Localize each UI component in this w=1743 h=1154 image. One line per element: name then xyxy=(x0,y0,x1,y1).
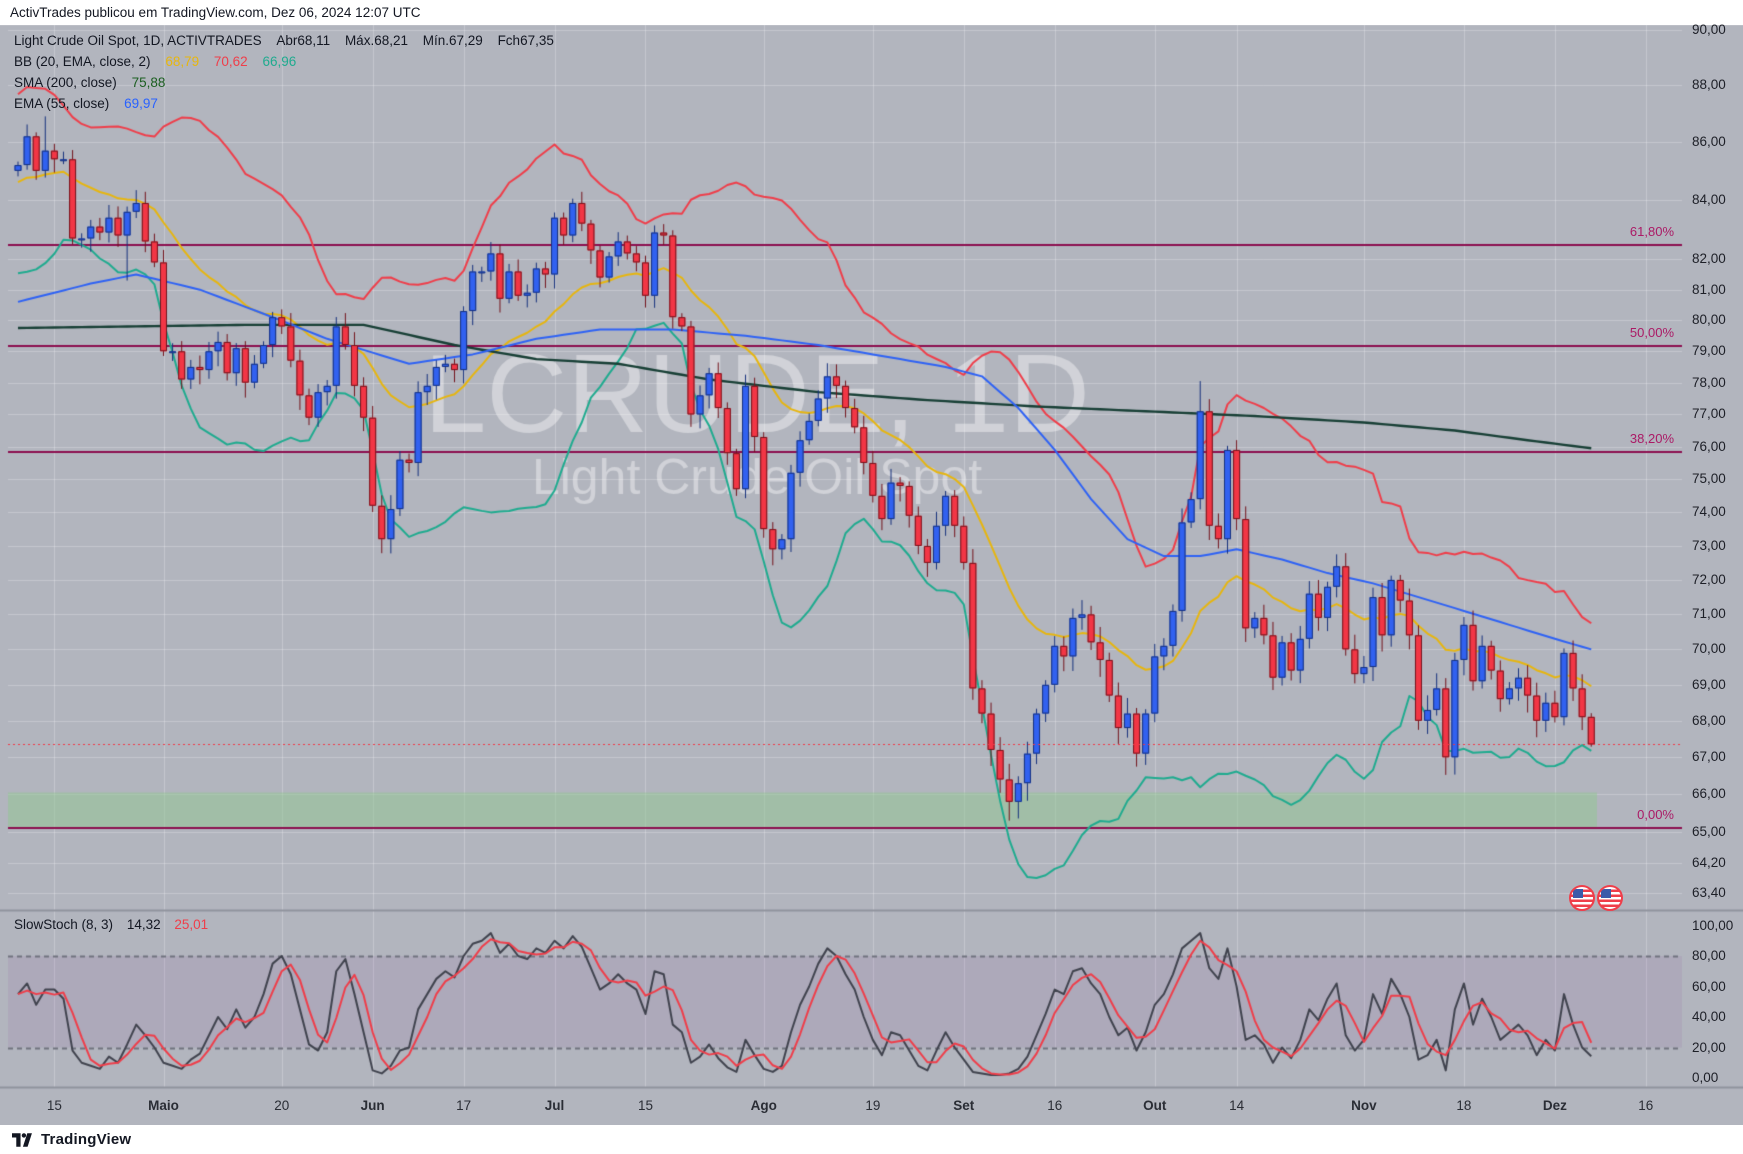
fib-label-382: 38,20% xyxy=(1629,431,1674,446)
bb-lower-value: 66,96 xyxy=(262,54,297,69)
time-axis-label: 15 xyxy=(46,1098,62,1113)
bb-label[interactable]: BB (20, EMA, close, 2) xyxy=(14,54,151,69)
sma-legend-row[interactable]: SMA (200, close) 75,88 xyxy=(14,72,554,93)
time-axis-label: 20 xyxy=(274,1098,290,1113)
symbol-title[interactable]: Light Crude Oil Spot, 1D, ACTIVTRADES xyxy=(14,33,262,48)
us-flag-icon[interactable] xyxy=(1569,885,1595,911)
time-axis-label: 16 xyxy=(1047,1098,1063,1113)
time-axis-label: Out xyxy=(1143,1098,1167,1113)
price-axis-label: 88,00 xyxy=(1692,77,1726,93)
publish-bar: ActivTrades publicou em TradingView.com,… xyxy=(0,0,1743,25)
time-axis-label: Maio xyxy=(148,1098,179,1113)
price-axis-label: 67,00 xyxy=(1692,749,1726,765)
ema-legend-row[interactable]: EMA (55, close) 69,97 xyxy=(14,93,554,114)
us-flag-icon[interactable] xyxy=(1597,885,1623,911)
price-axis-label: 79,00 xyxy=(1692,343,1726,359)
time-axis-label: Nov xyxy=(1351,1098,1377,1113)
stoch-axis-label: 60,00 xyxy=(1692,978,1726,994)
price-axis-label: 81,00 xyxy=(1692,281,1726,297)
price-axis-label: 75,00 xyxy=(1692,471,1726,487)
price-axis-label: 86,00 xyxy=(1692,134,1726,150)
price-axis-label: 82,00 xyxy=(1692,251,1726,267)
flag-canton xyxy=(1601,889,1611,898)
time-axis-label: Jul xyxy=(544,1098,565,1113)
stoch-d-value: 25,01 xyxy=(174,917,209,932)
time-axis-label: Ago xyxy=(750,1098,777,1113)
sma-value: 75,88 xyxy=(131,75,166,90)
symbol-legend-row[interactable]: Light Crude Oil Spot, 1D, ACTIVTRADES Ab… xyxy=(14,30,554,51)
price-axis-label: 66,00 xyxy=(1692,786,1726,802)
time-axis-label: 17 xyxy=(456,1098,472,1113)
stoch-label[interactable]: SlowStoch (8, 3) xyxy=(14,917,114,932)
price-axis-label: 74,00 xyxy=(1692,504,1726,520)
price-axis-label: 84,00 xyxy=(1692,192,1726,208)
price-axis-label: 80,00 xyxy=(1692,312,1726,328)
stoch-k-value: 14,32 xyxy=(126,917,161,932)
bb-legend-row[interactable]: BB (20, EMA, close, 2) 68,79 70,62 66,96 xyxy=(14,51,554,72)
flag-canton xyxy=(1573,889,1583,898)
fib-label-618: 61,80% xyxy=(1629,224,1674,239)
fib-label-50: 50,00% xyxy=(1629,325,1674,340)
main-legend[interactable]: Light Crude Oil Spot, 1D, ACTIVTRADES Ab… xyxy=(14,30,554,114)
price-axis-label: 71,00 xyxy=(1692,606,1726,622)
footer-bar: TradingView xyxy=(0,1125,1743,1154)
time-axis-label: 14 xyxy=(1229,1098,1245,1113)
stoch-legend[interactable]: SlowStoch (8, 3) 14,32 25,01 xyxy=(14,917,208,932)
time-axis-label: 19 xyxy=(865,1098,881,1113)
price-axis-label: 77,00 xyxy=(1692,406,1726,422)
tradingview-logo-icon[interactable] xyxy=(12,1131,34,1149)
price-axis-label: 68,00 xyxy=(1692,712,1726,728)
ema-value: 69,97 xyxy=(124,96,158,111)
tradingview-brand[interactable]: TradingView xyxy=(41,1131,132,1148)
close-value: Fch67,35 xyxy=(497,33,554,48)
open-value: Abr68,11 xyxy=(276,33,331,48)
price-axis-label: 76,00 xyxy=(1692,438,1726,454)
time-axis-label: 15 xyxy=(637,1098,653,1113)
price-axis-label: 64,20 xyxy=(1692,854,1726,870)
stoch-axis-label: 0,00 xyxy=(1692,1070,1719,1085)
high-value: Máx.68,21 xyxy=(344,33,408,48)
price-axis-label: 73,00 xyxy=(1692,537,1726,553)
price-axis-label: 78,00 xyxy=(1692,374,1726,390)
time-axis-label: Set xyxy=(953,1098,975,1113)
price-axis-label: 69,00 xyxy=(1692,676,1726,692)
price-axis-label: 65,00 xyxy=(1692,824,1726,839)
price-axis-label: 63,40 xyxy=(1692,885,1726,901)
publish-text: ActivTrades publicou em TradingView.com,… xyxy=(10,5,421,20)
price-axis-label: 90,00 xyxy=(1692,22,1726,37)
time-axis-label: 16 xyxy=(1638,1098,1654,1113)
sma-label[interactable]: SMA (200, close) xyxy=(14,75,117,90)
price-axis-label: 72,00 xyxy=(1692,571,1726,587)
ema-label[interactable]: EMA (55, close) xyxy=(14,96,110,111)
low-value: Mín.67,29 xyxy=(422,33,483,48)
time-axis-label: 18 xyxy=(1456,1098,1472,1113)
stoch-axis-label: 40,00 xyxy=(1692,1009,1726,1024)
time-axis-label: Jun xyxy=(360,1098,385,1113)
stoch-axis-label: 80,00 xyxy=(1692,948,1726,963)
time-axis-label: Dez xyxy=(1542,1098,1567,1113)
fib-label-0: 0,00% xyxy=(1637,807,1674,822)
stoch-axis-label: 100,00 xyxy=(1692,917,1734,933)
price-axis-label: 70,00 xyxy=(1692,641,1726,657)
stoch-axis-label: 20,00 xyxy=(1692,1039,1726,1055)
bb-upper-value: 70,62 xyxy=(213,54,248,69)
bb-basis-value: 68,79 xyxy=(165,54,200,69)
